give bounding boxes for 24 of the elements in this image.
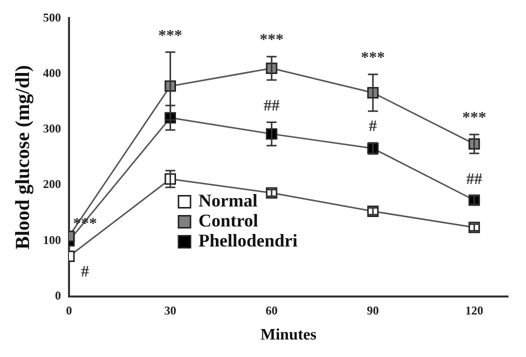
- x-tick-label: 0: [66, 304, 72, 318]
- x-tick-label: 90: [366, 304, 379, 318]
- x-tick-label: 60: [266, 304, 278, 318]
- annotation: ***: [260, 32, 284, 49]
- y-tick-label: 500: [43, 10, 61, 24]
- y-tick-label: 400: [43, 66, 61, 80]
- annotation: ##: [264, 97, 280, 114]
- x-tick-label: 120: [465, 304, 484, 318]
- legend-label: Phellodendri: [198, 230, 298, 250]
- annotation: ***: [462, 110, 486, 127]
- annotation: ***: [158, 27, 182, 44]
- legend-label: Control: [198, 210, 258, 230]
- legend-label: Normal: [198, 190, 258, 210]
- annotation: #: [368, 118, 377, 135]
- y-tick-label: 0: [55, 288, 61, 302]
- x-axis-title: Minutes: [260, 326, 316, 344]
- y-tick-label: 100: [43, 232, 61, 247]
- annotation: ***: [360, 50, 385, 67]
- annotation: #: [81, 263, 89, 280]
- y-tick-label: 300: [43, 122, 61, 136]
- y-tick-label: 200: [43, 177, 61, 192]
- annotation: ##: [466, 170, 482, 188]
- y-axis-title: Blood glucose (mg/dl): [12, 65, 34, 250]
- x-tick-label: 30: [164, 304, 176, 318]
